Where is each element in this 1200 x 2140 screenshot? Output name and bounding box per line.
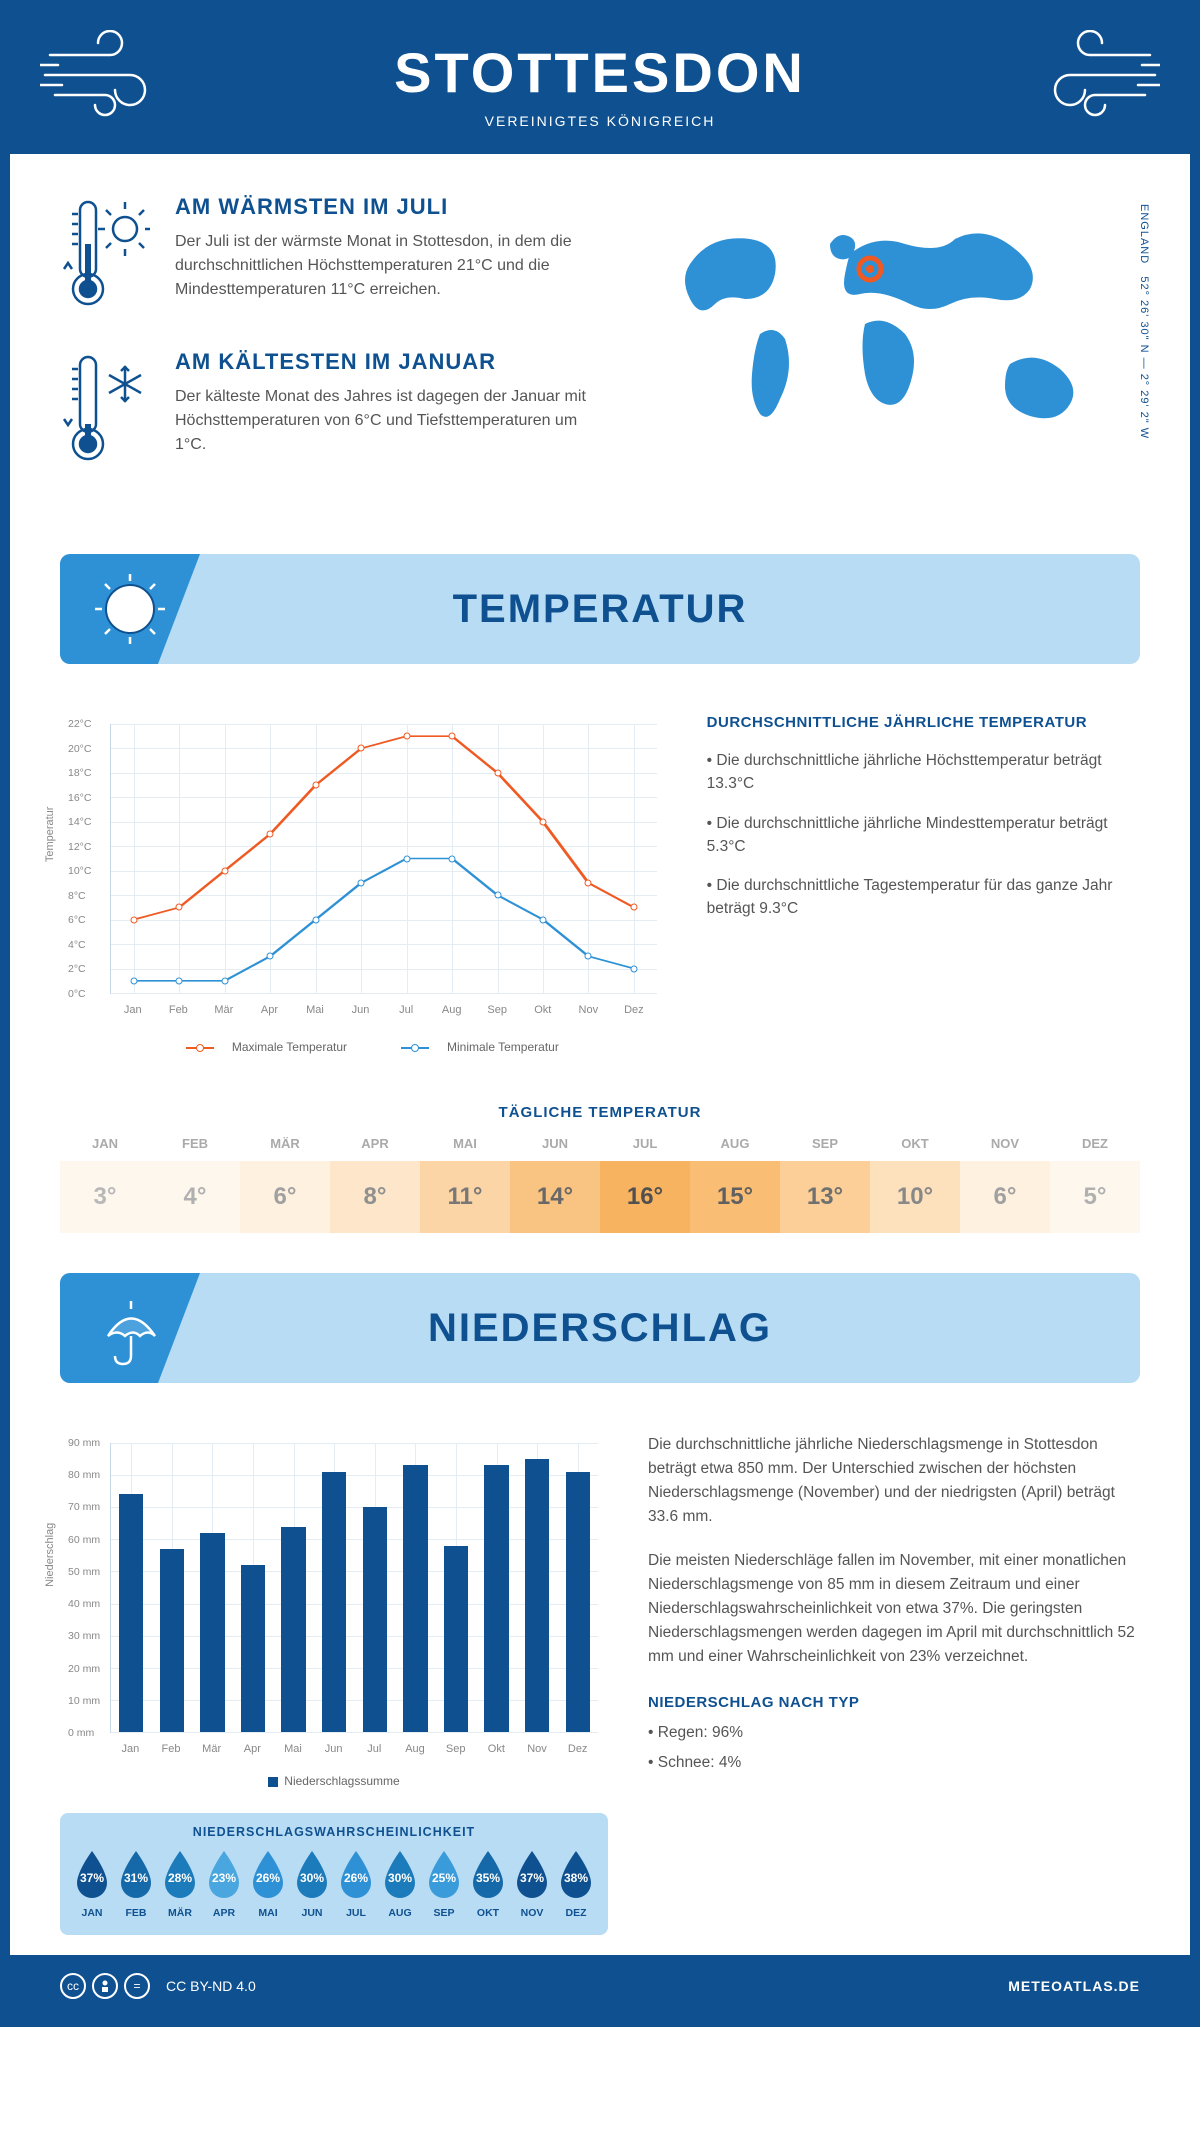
- fact-warmest: AM WÄRMSTEN IM JULI Der Juli ist der wär…: [60, 194, 610, 314]
- daily-temp-cell: MAI11°: [420, 1136, 510, 1233]
- cc-icon: cc: [60, 1973, 86, 1999]
- temperature-facts: DURCHSCHNITTLICHE JÄHRLICHE TEMPERATUR •…: [707, 714, 1140, 1054]
- precip-type-heading: NIEDERSCHLAG NACH TYP: [648, 1694, 1140, 1711]
- location-title: STOTTESDON: [30, 40, 1170, 105]
- header: STOTTESDON VEREINIGTES KÖNIGREICH: [10, 10, 1190, 154]
- daily-temp-heading: TÄGLICHE TEMPERATUR: [10, 1104, 1190, 1121]
- daily-temp-grid: JAN3°FEB4°MÄR6°APR8°MAI11°JUN14°JUL16°AU…: [60, 1136, 1140, 1233]
- precip-prob-cell: 26%JUL: [336, 1849, 376, 1919]
- daily-temp-cell: DEZ5°: [1050, 1136, 1140, 1233]
- daily-temp-cell: FEB4°: [150, 1136, 240, 1233]
- infographic-container: STOTTESDON VEREINIGTES KÖNIGREICH: [0, 0, 1200, 2027]
- precip-type-item: • Regen: 96%: [648, 1721, 1140, 1745]
- precip-prob-cell: 37%NOV: [512, 1849, 552, 1919]
- precip-prob-cell: 26%MAI: [248, 1849, 288, 1919]
- umbrella-icon: [93, 1291, 168, 1366]
- footer: cc = CC BY-ND 4.0 METEOATLAS.DE: [10, 1955, 1190, 2017]
- site-credit: METEOATLAS.DE: [1008, 1978, 1140, 1994]
- wind-icon: [1020, 30, 1160, 130]
- precip-prob-cell: 35%OKT: [468, 1849, 508, 1919]
- precip-prob-cell: 30%AUG: [380, 1849, 420, 1919]
- intro-section: AM WÄRMSTEN IM JULI Der Juli ist der wär…: [10, 154, 1190, 534]
- daily-temp-cell: APR8°: [330, 1136, 420, 1233]
- location-subtitle: VEREINIGTES KÖNIGREICH: [30, 113, 1170, 129]
- section-title: TEMPERATUR: [453, 587, 748, 632]
- daily-temp-cell: OKT10°: [870, 1136, 960, 1233]
- daily-temp-cell: NOV6°: [960, 1136, 1050, 1233]
- precip-prob-cell: 28%MÄR: [160, 1849, 200, 1919]
- fact-warm-title: AM WÄRMSTEN IM JULI: [175, 194, 610, 220]
- wind-icon: [40, 30, 180, 130]
- by-icon: [92, 1973, 118, 1999]
- precip-type-item: • Schnee: 4%: [648, 1751, 1140, 1775]
- fact-coldest: AM KÄLTESTEN IM JANUAR Der kälteste Mona…: [60, 349, 610, 469]
- license-badge: cc = CC BY-ND 4.0: [60, 1973, 256, 1999]
- coordinates: ENGLAND 52° 26' 30" N — 2° 29' 2" W: [1138, 204, 1150, 439]
- daily-temp-cell: JUL16°: [600, 1136, 690, 1233]
- precip-prob-cell: 37%JAN: [72, 1849, 112, 1919]
- temp-facts-heading: DURCHSCHNITTLICHE JÄHRLICHE TEMPERATUR: [707, 714, 1140, 731]
- world-map: ENGLAND 52° 26' 30" N — 2° 29' 2" W: [640, 194, 1140, 504]
- temp-fact-bullet: • Die durchschnittliche jährliche Höchst…: [707, 749, 1140, 796]
- fact-warm-text: Der Juli ist der wärmste Monat in Stotte…: [175, 230, 610, 302]
- thermometer-sun-icon: [60, 194, 150, 314]
- section-header-precipitation: NIEDERSCHLAG: [60, 1273, 1140, 1383]
- section-title: NIEDERSCHLAG: [428, 1306, 772, 1351]
- precip-prob-cell: 23%APR: [204, 1849, 244, 1919]
- temp-fact-bullet: • Die durchschnittliche jährliche Mindes…: [707, 812, 1140, 859]
- thermometer-snow-icon: [60, 349, 150, 469]
- precipitation-probability-box: NIEDERSCHLAGSWAHRSCHEINLICHKEIT 37%JAN31…: [60, 1813, 608, 1935]
- precipitation-text: Die durchschnittliche jährliche Niedersc…: [648, 1433, 1140, 1935]
- temp-fact-bullet: • Die durchschnittliche Tagestemperatur …: [707, 874, 1140, 921]
- precipitation-bar-chart: Niederschlag Niederschlagssumme 0 mm10 m…: [60, 1433, 608, 1793]
- fact-cold-text: Der kälteste Monat des Jahres ist dagege…: [175, 385, 610, 457]
- daily-temp-cell: MÄR6°: [240, 1136, 330, 1233]
- daily-temp-cell: JAN3°: [60, 1136, 150, 1233]
- sun-icon: [90, 569, 170, 649]
- precip-prob-cell: 30%JUN: [292, 1849, 332, 1919]
- daily-temp-cell: AUG15°: [690, 1136, 780, 1233]
- precip-p1: Die durchschnittliche jährliche Niedersc…: [648, 1433, 1140, 1529]
- prob-heading: NIEDERSCHLAGSWAHRSCHEINLICHKEIT: [72, 1825, 596, 1839]
- fact-cold-title: AM KÄLTESTEN IM JANUAR: [175, 349, 610, 375]
- nd-icon: =: [124, 1973, 150, 1999]
- precip-prob-cell: 38%DEZ: [556, 1849, 596, 1919]
- precip-prob-cell: 31%FEB: [116, 1849, 156, 1919]
- precip-p2: Die meisten Niederschläge fallen im Nove…: [648, 1549, 1140, 1669]
- daily-temp-cell: JUN14°: [510, 1136, 600, 1233]
- section-header-temperature: TEMPERATUR: [60, 554, 1140, 664]
- temperature-line-chart: Temperatur Maximale TemperaturMinimale T…: [60, 714, 667, 1054]
- daily-temp-cell: SEP13°: [780, 1136, 870, 1233]
- precip-prob-cell: 25%SEP: [424, 1849, 464, 1919]
